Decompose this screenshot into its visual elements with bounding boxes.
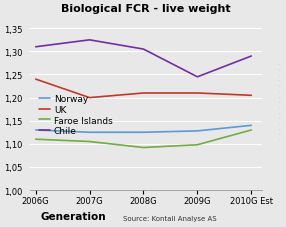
UK [250, 94, 253, 97]
Chile [34, 46, 37, 49]
UK [88, 97, 91, 99]
Title: Biological FCR - live weight: Biological FCR - live weight [61, 4, 231, 14]
Chile [196, 76, 199, 79]
Faroe Islands [34, 138, 37, 141]
Legend: Norway, UK, Faroe Islands, Chile: Norway, UK, Faroe Islands, Chile [39, 95, 113, 136]
Faroe Islands [250, 129, 253, 132]
Faroe Islands [196, 144, 199, 146]
Chile [88, 39, 91, 42]
Line: Norway: Norway [36, 126, 251, 133]
Chile [250, 55, 253, 58]
Line: UK: UK [36, 80, 251, 98]
Text: Source: Kontali Analyse AS: Source: Kontali Analyse AS [123, 215, 217, 221]
Norway [34, 129, 37, 132]
Faroe Islands [88, 141, 91, 143]
Text: Generation: Generation [40, 211, 106, 221]
UK [196, 92, 199, 95]
Norway [196, 130, 199, 133]
UK [34, 78, 37, 81]
Line: Faroe Islands: Faroe Islands [36, 130, 251, 148]
Norway [88, 131, 91, 134]
Chile [142, 49, 145, 51]
Faroe Islands [142, 146, 145, 149]
Line: Chile: Chile [36, 41, 251, 77]
Text: ·
·
·
·
·
·
·
·
·
·
·
·
·
·
·: · · · · · · · · · · · · · · · [278, 62, 280, 142]
Norway [142, 131, 145, 134]
Norway [250, 124, 253, 127]
UK [142, 92, 145, 95]
